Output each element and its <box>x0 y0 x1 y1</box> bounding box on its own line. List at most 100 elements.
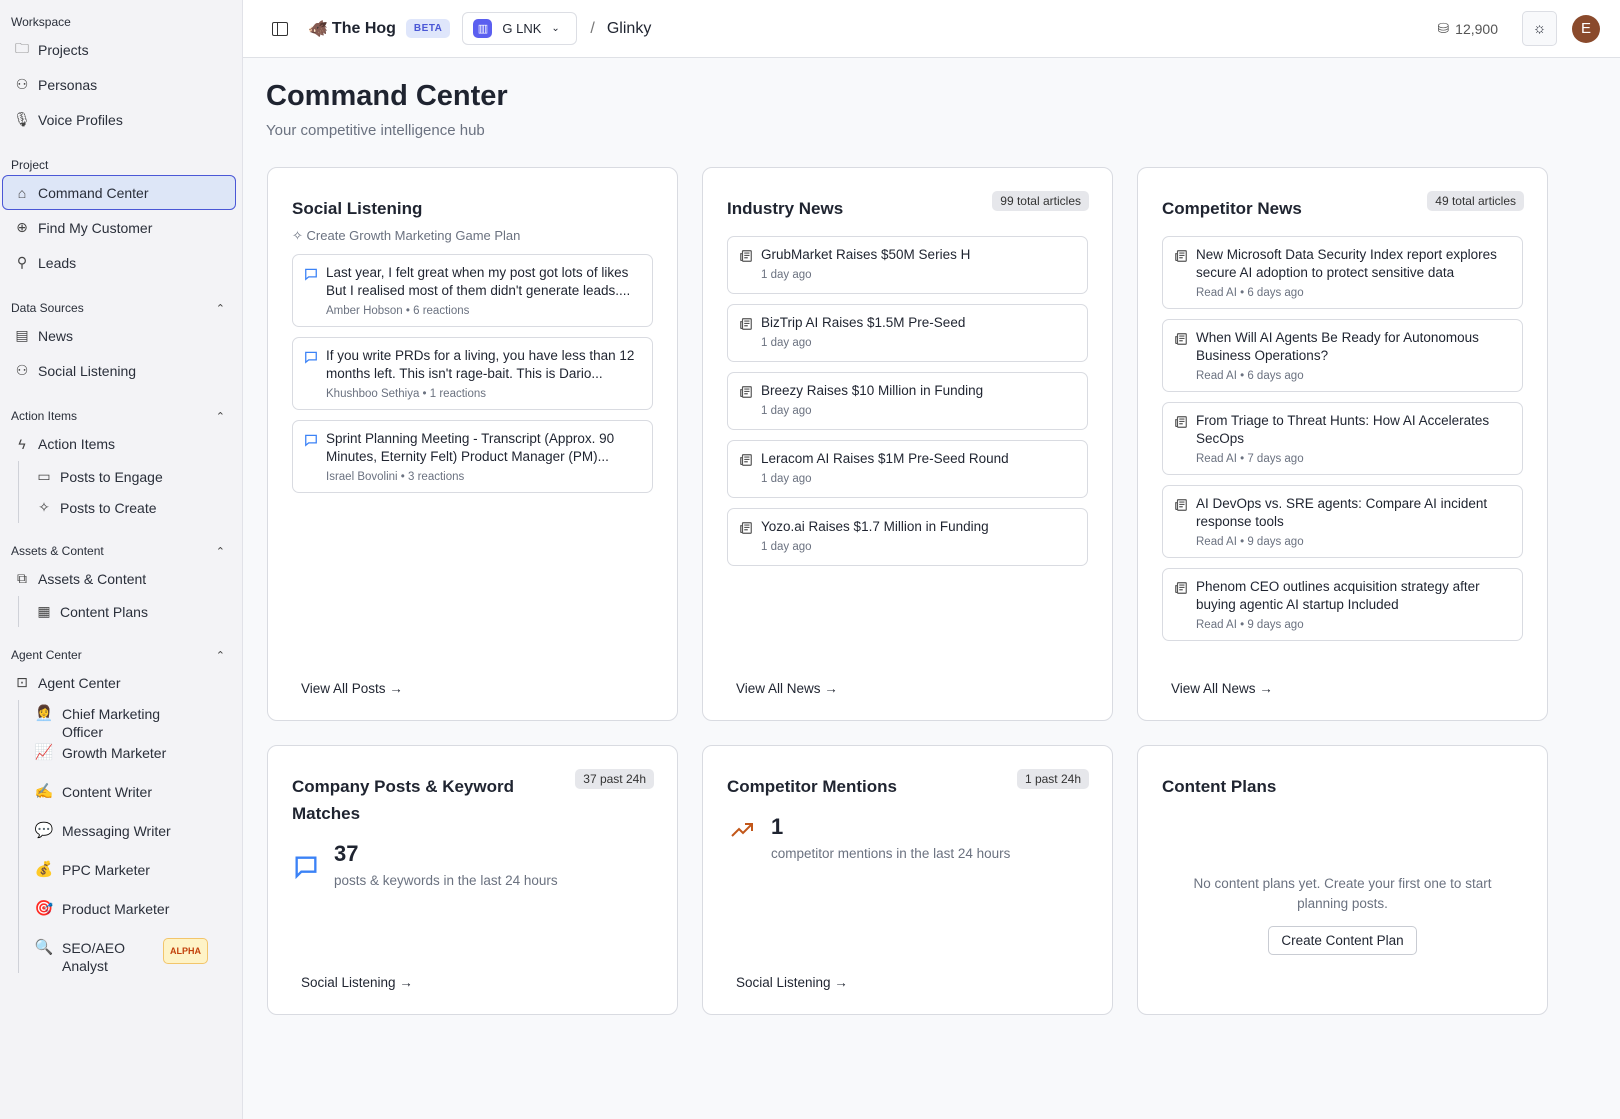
card-title: Content Plans <box>1162 777 1277 796</box>
agent-section[interactable]: Agent Center ⌃ <box>0 645 242 665</box>
news-list: GrubMarket Raises $50M Series H 1 day ago… <box>727 236 1088 566</box>
chevron-down-icon: ⌄ <box>551 23 560 34</box>
workspace-selector[interactable]: ▥ G LNK ⌄ <box>462 12 578 45</box>
message-square-icon <box>305 434 317 447</box>
theme-toggle-button[interactable]: ☼ <box>1522 11 1557 46</box>
item-title: Sprint Planning Meeting - Transcript (Ap… <box>326 431 615 464</box>
section-label: Agent Center <box>11 648 82 662</box>
mic-icon: 🎙 <box>13 111 31 127</box>
sidebar-item-posts-to-create[interactable]: ✧ Posts to Create <box>25 492 242 523</box>
post-item[interactable]: If you write PRDs for a living, you have… <box>292 337 653 410</box>
sparkles-icon: ✧ <box>292 228 303 243</box>
sidebar-item-label: News <box>38 327 74 344</box>
sidebar-item-ppc-marketer[interactable]: 💰 PPC Marketer <box>25 856 242 895</box>
chevron-up-icon[interactable]: ⌃ <box>215 302 225 315</box>
sidebar-item-label: Posts to Create <box>60 499 157 516</box>
sidebar-item-news[interactable]: ▤ News <box>2 318 236 353</box>
avatar[interactable]: E <box>1572 14 1600 43</box>
sidebar-item-messaging-writer[interactable]: 💬 Messaging Writer <box>25 817 242 856</box>
data-sources-section[interactable]: Data Sources ⌃ <box>0 298 242 318</box>
news-item[interactable]: Breezy Raises $10 Million in Funding 1 da… <box>727 372 1088 430</box>
sidebar-item-action-items[interactable]: ϟ Action Items <box>2 426 236 461</box>
item-meta: Read AI • 9 days ago <box>1196 619 1304 631</box>
create-content-plan-button[interactable]: Create Content Plan <box>1268 926 1417 955</box>
view-all-news-link[interactable]: View All News → <box>736 681 838 696</box>
total-articles-badge: 49 total articles <box>1427 191 1524 211</box>
sidebar-item-content-writer[interactable]: ✍️ Content Writer <box>25 778 242 817</box>
sidebar-item-label: Leads <box>38 254 77 271</box>
sidebar-item-label: Chief Marketing Officer <box>62 706 161 740</box>
newspaper-icon <box>740 454 752 466</box>
agent-emoji-icon: 💬 <box>34 822 54 839</box>
news-item[interactable]: When Will AI Agents Be Ready for Autonom… <box>1162 319 1523 392</box>
sidebar-item-growth-marketer[interactable]: 📈 Growth Marketer <box>25 739 242 778</box>
news-item[interactable]: Leracom AI Raises $1M Pre-Seed Round 1 da… <box>727 440 1088 498</box>
sidebar-item-command-center[interactable]: ⌂ Command Center <box>2 175 236 210</box>
news-item[interactable]: AI DevOps vs. SRE agents: Compare AI inc… <box>1162 485 1523 558</box>
news-item[interactable]: New Microsoft Data Security Index report… <box>1162 236 1523 309</box>
calendar-icon: ▦ <box>37 603 51 619</box>
sun-icon: ☼ <box>1532 20 1547 37</box>
news-item[interactable]: BizTrip AI Raises $1.5M Pre-Seed 1 day ag… <box>727 304 1088 362</box>
section-label: Assets & Content <box>11 544 104 558</box>
item-title: Yozo.ai Raises $1.7 Million in Funding <box>761 519 989 534</box>
zap-icon: ϟ <box>18 435 26 452</box>
breadcrumb-project[interactable]: Glinky <box>606 19 652 37</box>
sidebar-item-label: Command Center <box>38 184 149 201</box>
chevron-up-icon[interactable]: ⌃ <box>215 649 225 662</box>
social-listening-link[interactable]: Social Listening → <box>736 975 848 990</box>
assets-section[interactable]: Assets & Content ⌃ <box>0 541 242 561</box>
agent-emoji-icon: 🔍 <box>34 939 54 956</box>
total-articles-badge: 99 total articles <box>992 191 1089 211</box>
news-item[interactable]: Phenom CEO outlines acquisition strategy… <box>1162 568 1523 641</box>
sidebar-item-agent-center[interactable]: ⊡ Agent Center <box>2 665 236 700</box>
mention-count: 1 <box>771 814 784 839</box>
sidebar-item-product-marketer[interactable]: 🎯 Product Marketer <box>25 895 242 934</box>
agent-emoji-icon: ✍️ <box>34 783 54 800</box>
sidebar-item-label: Content Writer <box>62 784 152 800</box>
agent-emoji-icon: 📈 <box>34 744 54 761</box>
building-icon: ▥ <box>473 19 493 38</box>
sidebar-item-label: Posts to Engage <box>60 468 163 485</box>
post-count: 37 <box>334 841 359 866</box>
news-list: New Microsoft Data Security Index report… <box>1162 236 1523 641</box>
sidebar-item-label: Social Listening <box>38 362 137 379</box>
post-item[interactable]: Last year, I felt great when my post got… <box>292 254 653 327</box>
social-listening-link[interactable]: Social Listening → <box>301 975 413 990</box>
empty-state-text: No content plans yet. Create your first … <box>1193 876 1492 911</box>
section-label: Action Items <box>11 409 78 423</box>
item-meta: 1 day ago <box>761 337 812 349</box>
sidebar-item-assets-content[interactable]: ⧉ Assets & Content <box>2 561 236 596</box>
sidebar-item-projects[interactable]: 🗀 Projects <box>2 32 236 67</box>
news-item[interactable]: Yozo.ai Raises $1.7 Million in Funding 1 … <box>727 508 1088 566</box>
view-all-posts-link[interactable]: View All Posts → <box>301 681 403 696</box>
action_items-section[interactable]: Action Items ⌃ <box>0 406 242 426</box>
sidebar-item-posts-to-engage[interactable]: ▭ Posts to Engage <box>25 461 242 492</box>
sidebar-item-voice-profiles[interactable]: 🎙 Voice Profiles <box>2 102 236 137</box>
card-title: Competitor Mentions <box>727 777 897 796</box>
news-item[interactable]: From Triage to Threat Hunts: How AI Acce… <box>1162 402 1523 475</box>
sidebar-item-chief-marketing-officer[interactable]: 👩‍💼 Chief Marketing Officer <box>25 700 242 740</box>
brand[interactable]: 🐗 The Hog <box>308 19 396 39</box>
card-title: Industry News <box>727 199 844 218</box>
chevron-up-icon[interactable]: ⌃ <box>215 545 225 558</box>
sidebar-item-find-my-customer[interactable]: ⊕ Find My Customer <box>2 210 236 245</box>
sidebar-toggle-icon[interactable] <box>272 21 288 36</box>
sidebar-item-personas[interactable]: ⚇ Personas <box>2 67 236 102</box>
view-all-news-link[interactable]: View All News → <box>1171 681 1273 696</box>
news-item[interactable]: GrubMarket Raises $50M Series H 1 day ago <box>727 236 1088 294</box>
sidebar-item-social-listening[interactable]: ⚇ Social Listening <box>2 353 236 388</box>
create-game-plan-link[interactable]: ✧ Create Growth Marketing Game Plan <box>292 228 653 244</box>
sidebar-item-content-plans[interactable]: ▦ Content Plans <box>25 596 242 627</box>
sidebar-item-seo-aeo-analyst[interactable]: 🔍 SEO/AEO Analyst ALPHA <box>25 934 242 974</box>
chevron-up-icon[interactable]: ⌃ <box>215 410 225 423</box>
item-meta: 1 day ago <box>761 473 812 485</box>
item-title: From Triage to Threat Hunts: How AI Acce… <box>1196 413 1490 446</box>
item-title: New Microsoft Data Security Index report… <box>1196 247 1497 280</box>
item-meta: Read AI • 7 days ago <box>1196 453 1304 465</box>
beta-badge: BETA <box>405 19 451 38</box>
newspaper-icon <box>1175 250 1187 262</box>
post-item[interactable]: Sprint Planning Meeting - Transcript (Ap… <box>292 420 653 493</box>
sidebar-item-leads[interactable]: ⚲ Leads <box>2 245 236 280</box>
card-title: Company Posts & Keyword Matches <box>292 777 514 823</box>
